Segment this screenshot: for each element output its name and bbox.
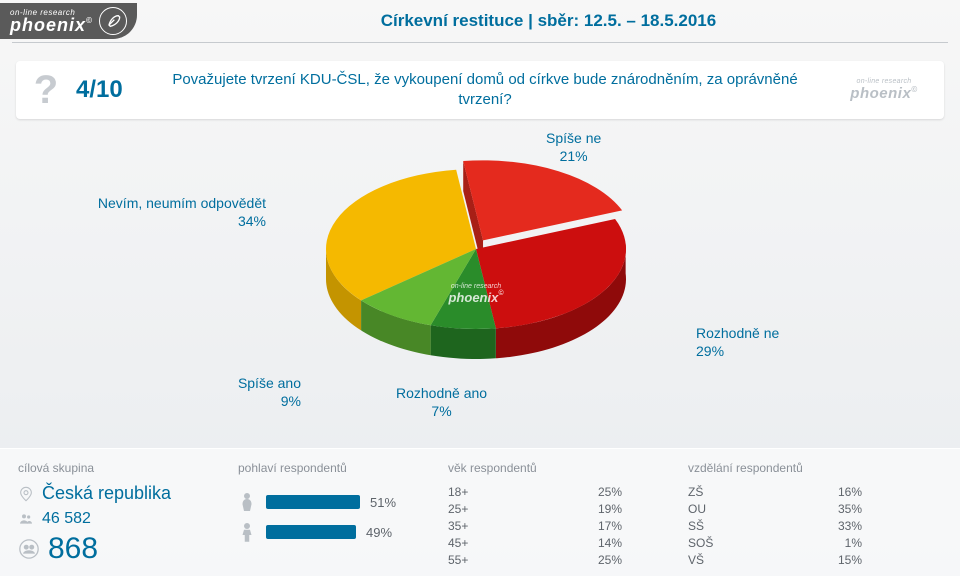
row-key: ZŠ (688, 485, 722, 499)
row-key: 18+ (448, 485, 482, 499)
data-row: 18+ 25% (448, 485, 678, 499)
row-value: 15% (828, 553, 862, 567)
row-value: 25% (588, 485, 622, 499)
pie-chart-area: on-line research phoenix© Nevím, neumím … (16, 119, 944, 429)
gender-row-female: 51% (238, 491, 438, 513)
row-key: SŠ (688, 519, 722, 533)
row-value: 1% (828, 536, 862, 550)
data-row: VŠ 15% (688, 553, 928, 567)
row-key: 25+ (448, 502, 482, 516)
question-mark-icon: ? (16, 68, 76, 113)
pie-label-spise-ne: Spíše ne21% (546, 129, 601, 165)
question-text: Považujete tvrzení KDU-ČSL, že vykoupení… (146, 70, 824, 111)
question-number: 4/10 (76, 76, 146, 104)
pie-label-rozhodne-ano: Rozhodně ano7% (396, 384, 487, 420)
data-row: ZŠ 16% (688, 485, 928, 499)
target-name: Česká republika (18, 483, 228, 504)
row-value: 16% (828, 485, 862, 499)
gender-bar (266, 495, 360, 509)
pie-chart: on-line research phoenix© (316, 149, 636, 399)
row-value: 14% (588, 536, 622, 550)
pie-label-spise-ano: Spíše ano9% (211, 374, 301, 410)
data-row: 45+ 14% (448, 536, 678, 550)
row-value: 35% (828, 502, 862, 516)
row-key: SOŠ (688, 536, 722, 550)
edu-head: vzdělání respondentů (688, 461, 928, 475)
gender-value: 51% (370, 495, 396, 510)
female-icon (238, 491, 256, 513)
male-icon (238, 521, 256, 543)
header-divider (12, 42, 948, 43)
row-key: 55+ (448, 553, 482, 567)
question-bar: ? 4/10 Považujete tvrzení KDU-ČSL, že vy… (16, 61, 944, 119)
row-value: 17% (588, 519, 622, 533)
data-row: 25+ 19% (448, 502, 678, 516)
col-age: věk respondentů 18+ 25% 25+ 19% 35+ 17% … (448, 461, 678, 564)
gender-head: pohlaví respondentů (238, 461, 438, 475)
data-row: SŠ 33% (688, 519, 928, 533)
people-icon (18, 511, 34, 527)
row-key: OU (688, 502, 722, 516)
row-key: VŠ (688, 553, 722, 567)
brand-name: phoenix© (10, 17, 93, 33)
target-head: cílová skupina (18, 461, 228, 475)
page-title: Církevní restituce | sběr: 12.5. – 18.5.… (137, 11, 960, 31)
age-head: věk respondentů (448, 461, 678, 475)
row-value: 19% (588, 502, 622, 516)
pie-side-rozhodne_ano (431, 325, 496, 359)
row-value: 33% (828, 519, 862, 533)
data-row: 55+ 25% (448, 553, 678, 567)
data-row: 35+ 17% (448, 519, 678, 533)
row-value: 25% (588, 553, 622, 567)
gender-bar (266, 525, 356, 539)
gender-value: 49% (366, 525, 392, 540)
target-n: 868 (18, 532, 228, 566)
col-gender: pohlaví respondentů 51% 49% (238, 461, 438, 564)
pin-icon (18, 486, 34, 502)
data-row: SOŠ 1% (688, 536, 928, 550)
row-key: 45+ (448, 536, 482, 550)
target-population: 46 582 (18, 510, 228, 528)
footer-stats: cílová skupina Česká republika 46 582 86… (0, 448, 960, 576)
group-icon (18, 538, 40, 560)
pie-label-nevim: Nevím, neumím odpovědět34% (56, 194, 266, 230)
col-edu: vzdělání respondentů ZŠ 16% OU 35% SŠ 33… (688, 461, 928, 564)
feather-icon (99, 7, 127, 35)
row-key: 35+ (448, 519, 482, 533)
brand-watermark: on-line research phoenix© (824, 78, 944, 102)
brand-logo: on-line research phoenix© (0, 3, 137, 39)
header: on-line research phoenix© Církevní resti… (0, 0, 960, 42)
col-target-group: cílová skupina Česká republika 46 582 86… (18, 461, 228, 564)
gender-row-male: 49% (238, 521, 438, 543)
pie-label-rozhodne-ne: Rozhodně ne29% (696, 324, 779, 360)
data-row: OU 35% (688, 502, 928, 516)
